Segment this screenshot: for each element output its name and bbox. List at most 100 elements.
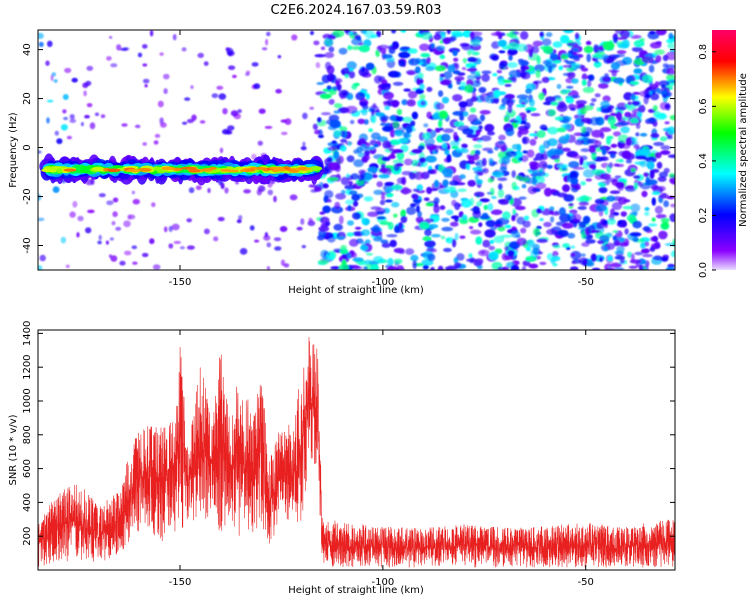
heatmap-cell bbox=[142, 142, 147, 146]
heatmap-cell bbox=[605, 177, 617, 183]
heatmap-cell bbox=[531, 46, 540, 54]
heatmap-cell bbox=[498, 183, 503, 191]
heatmap-cell bbox=[433, 197, 440, 205]
heatmap-cell bbox=[603, 246, 608, 252]
heatmap-cell bbox=[62, 109, 67, 114]
heatmap-cell bbox=[182, 121, 188, 125]
heatmap-cell bbox=[357, 174, 364, 181]
heatmap-cell bbox=[562, 243, 570, 248]
heatmap-cell bbox=[425, 202, 435, 207]
heatmap-cell bbox=[470, 229, 482, 235]
heatmap-cell bbox=[484, 229, 496, 238]
colorbar-tick-label: 0.4 bbox=[698, 153, 709, 169]
heatmap-cell bbox=[348, 190, 358, 196]
heatmap-cell bbox=[152, 264, 161, 270]
heatmap-cell bbox=[511, 214, 516, 222]
colorbar-tick-label: 0.0 bbox=[698, 262, 709, 278]
heatmap-cell bbox=[400, 209, 407, 218]
heatmap-cell bbox=[365, 62, 375, 71]
heatmap-cell bbox=[386, 234, 398, 238]
heatmap-cell bbox=[171, 223, 180, 231]
heatmap-cell bbox=[535, 175, 545, 185]
heatmap-cell bbox=[522, 220, 531, 228]
heatmap-cell bbox=[327, 146, 338, 152]
heatmap-cell bbox=[203, 228, 210, 235]
heatmap-cell bbox=[634, 251, 644, 256]
heatmap-cell bbox=[550, 216, 555, 223]
heatmap-cell bbox=[307, 220, 316, 227]
heatmap-cell bbox=[518, 60, 530, 66]
heatmap-cell bbox=[472, 210, 482, 219]
heatmap-cell bbox=[179, 246, 185, 250]
heatmap-cell bbox=[222, 128, 230, 135]
heatmap-cell bbox=[570, 177, 579, 185]
heatmap-cell bbox=[476, 201, 483, 207]
heatmap-cell bbox=[658, 80, 670, 87]
heatmap-cell bbox=[467, 114, 478, 123]
heatmap-cell bbox=[186, 218, 192, 223]
heatmap-cell bbox=[496, 69, 503, 74]
heatmap-cell bbox=[284, 118, 292, 125]
heatmap-cell bbox=[121, 123, 128, 127]
heatmap-cell bbox=[580, 117, 593, 124]
heatmap-cell bbox=[580, 125, 587, 134]
heatmap-cell bbox=[614, 175, 622, 179]
heatmap-cell bbox=[64, 67, 72, 74]
heatmap-cell bbox=[563, 123, 572, 130]
heatmap-cell bbox=[289, 194, 298, 201]
heatmap-cell bbox=[610, 62, 621, 70]
heatmap-cell bbox=[518, 157, 523, 162]
heatmap-cell bbox=[380, 115, 390, 121]
heatmap-cell bbox=[615, 181, 625, 189]
heatmap-cell bbox=[251, 62, 259, 67]
heatmap-cell bbox=[402, 116, 413, 123]
heatmap-cell bbox=[224, 187, 229, 194]
heatmap-cell bbox=[581, 242, 590, 247]
heatmap-cell bbox=[98, 234, 102, 241]
heatmap-cell bbox=[419, 157, 426, 164]
heatmap-cell bbox=[279, 226, 288, 232]
heatmap-cell bbox=[398, 59, 406, 67]
heatmap-cell bbox=[261, 47, 268, 51]
heatmap-cell bbox=[514, 205, 526, 211]
heatmap-cell bbox=[521, 184, 527, 189]
heatmap-cell bbox=[661, 222, 669, 228]
heatmap-cell bbox=[330, 266, 341, 270]
heatmap-cell bbox=[554, 116, 564, 121]
heatmap-cell bbox=[353, 159, 364, 168]
y-tick-label: 800 bbox=[22, 425, 33, 444]
heatmap-cell bbox=[363, 259, 374, 265]
heatmap-cell bbox=[570, 213, 582, 223]
heatmap-cell bbox=[226, 47, 234, 55]
heatmap-cell bbox=[375, 49, 380, 57]
heatmap-cell bbox=[419, 94, 426, 100]
heatmap-cell bbox=[561, 53, 573, 57]
heatmap-cell bbox=[319, 93, 332, 99]
heatmap-cell bbox=[389, 129, 396, 138]
heatmap-cell bbox=[655, 54, 662, 63]
heatmap-cell bbox=[501, 156, 511, 165]
heatmap-cell bbox=[498, 61, 506, 70]
heatmap-cell bbox=[71, 77, 78, 83]
heatmap-cell bbox=[63, 116, 68, 121]
heatmap-cell bbox=[613, 36, 618, 44]
heatmap-cell bbox=[320, 46, 326, 51]
heatmap-cell bbox=[639, 160, 648, 168]
heatmap-cell bbox=[591, 129, 604, 138]
heatmap-cell bbox=[570, 245, 576, 249]
heatmap-cell bbox=[360, 245, 369, 251]
heatmap-cell bbox=[373, 236, 383, 242]
heatmap-cell bbox=[52, 186, 60, 194]
heatmap-cell bbox=[69, 118, 77, 123]
heatmap-cell bbox=[665, 266, 675, 270]
heatmap-cell bbox=[107, 168, 121, 173]
heatmap-cell bbox=[461, 143, 468, 149]
heatmap-cell bbox=[641, 248, 650, 254]
heatmap-cell bbox=[352, 257, 364, 262]
heatmap-cell bbox=[571, 78, 579, 84]
heatmap-cell bbox=[346, 92, 354, 101]
heatmap-cell bbox=[439, 73, 445, 78]
heatmap-cell bbox=[582, 86, 595, 94]
heatmap-cell bbox=[571, 94, 581, 99]
heatmap-cell bbox=[624, 111, 632, 118]
